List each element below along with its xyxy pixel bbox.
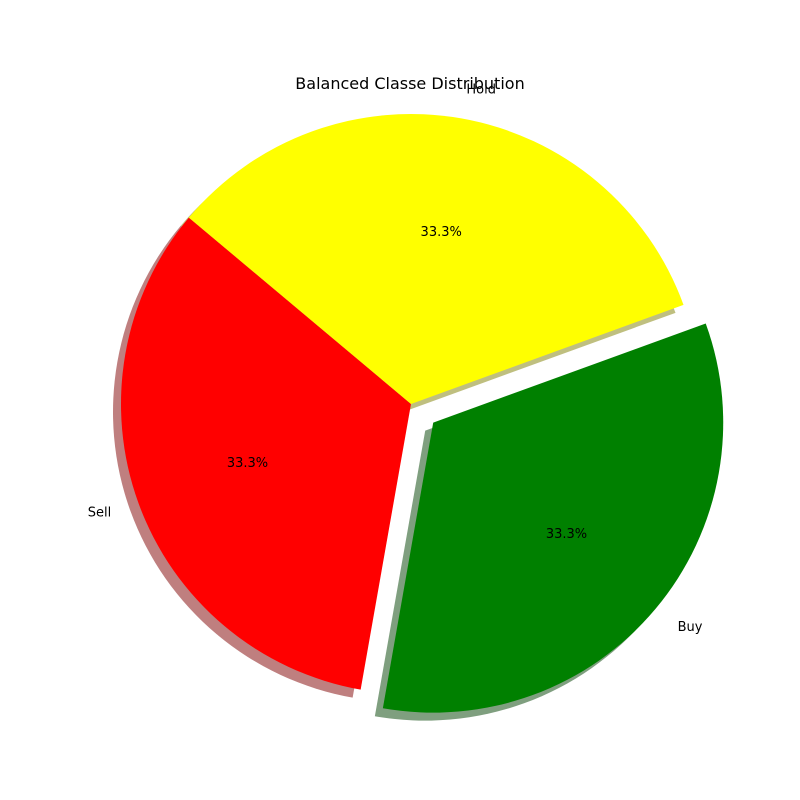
label-layer: Sell 33.3% Buy 33.3% Hold 33.3%: [88, 82, 703, 635]
slice-label-sell: Sell: [88, 506, 111, 521]
chart-title: Balanced Classe Distribution: [295, 74, 524, 93]
slice-sell: [121, 217, 412, 690]
slice-label-hold: Hold: [466, 82, 496, 97]
slice-pct-sell: 33.3%: [227, 456, 268, 471]
slice-pct-hold: 33.3%: [421, 225, 462, 240]
slice-hold: [188, 113, 684, 405]
slice-pct-buy: 33.3%: [546, 527, 587, 542]
slice-label-buy: Buy: [678, 620, 703, 635]
slice-buy: [382, 323, 724, 713]
slice-layer: [121, 113, 724, 713]
